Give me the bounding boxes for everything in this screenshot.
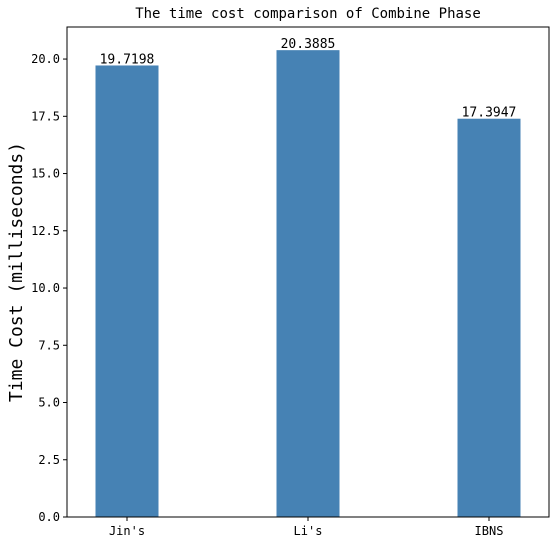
y-tick-label: 2.5 bbox=[38, 453, 60, 467]
y-tick-label: 15.0 bbox=[31, 167, 60, 181]
bar bbox=[276, 50, 340, 517]
y-tick-label: 7.5 bbox=[38, 338, 60, 352]
x-axis-ticks: Jin's Li's IBNS bbox=[109, 517, 504, 538]
x-tick-label: IBNS bbox=[475, 524, 504, 538]
y-axis-ticks: 0.0 2.5 5.0 7.5 10.0 12.5 15.0 17.5 20.0 bbox=[31, 52, 67, 524]
y-tick-label: 5.0 bbox=[38, 396, 60, 410]
y-tick-label: 12.5 bbox=[31, 224, 60, 238]
bar-value-label: 20.3885 bbox=[281, 37, 336, 52]
plot-frame bbox=[66, 26, 550, 518]
bars: 19.7198 20.3885 17.3947 bbox=[95, 37, 521, 518]
y-tick-label: 20.0 bbox=[31, 52, 60, 66]
x-tick-label: Li's bbox=[294, 524, 323, 538]
bar bbox=[95, 65, 159, 518]
chart-title: The time cost comparison of Combine Phas… bbox=[135, 6, 481, 22]
bar-value-label: 17.3947 bbox=[462, 106, 517, 121]
bar bbox=[457, 118, 521, 517]
y-axis-label: Time Cost (milliseconds) bbox=[6, 142, 27, 402]
y-tick-label: 10.0 bbox=[31, 281, 60, 295]
x-tick-label: Jin's bbox=[109, 524, 145, 538]
y-tick-label: 0.0 bbox=[38, 510, 60, 524]
bar-value-label: 19.7198 bbox=[100, 52, 155, 67]
y-tick-label: 17.5 bbox=[31, 109, 60, 123]
